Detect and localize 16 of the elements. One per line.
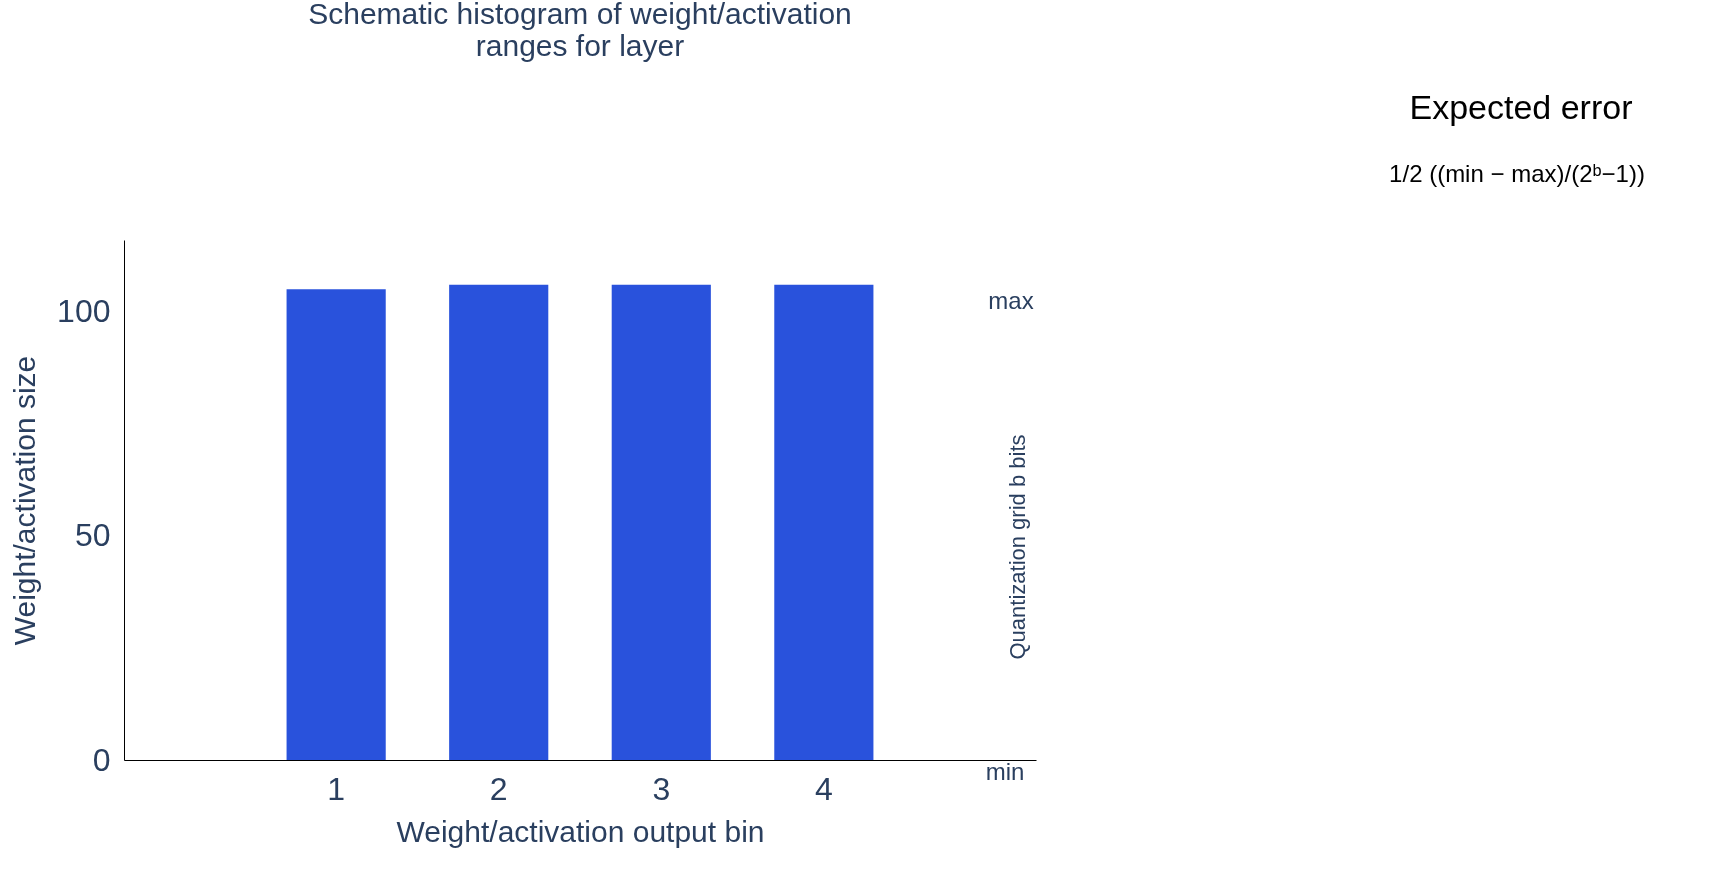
text: ranges for layer	[475, 29, 685, 62]
text: 1/2 ((min − max)/(2ᵇ−1))	[1389, 160, 1645, 187]
y-axis-title: Weight/activation size	[8, 355, 42, 646]
x-tick-label: 3	[652, 770, 671, 807]
y-tick-label: 100	[57, 293, 111, 330]
x-tick-label: 2	[489, 770, 508, 807]
y-tick-label: 0	[92, 741, 111, 778]
x-tick-label: 4	[814, 770, 833, 807]
text: Schematic histogram of weight/activation	[308, 0, 852, 30]
annotation: Quantization grid b bits	[1005, 434, 1030, 660]
text: Expected error	[1409, 88, 1633, 126]
x-tick-label: 1	[327, 770, 346, 807]
annotation: min	[985, 758, 1025, 785]
x-axis-title: Weight/activation output bin	[396, 814, 765, 848]
annotation: max	[988, 287, 1034, 314]
y-tick-label: 50	[74, 517, 111, 554]
